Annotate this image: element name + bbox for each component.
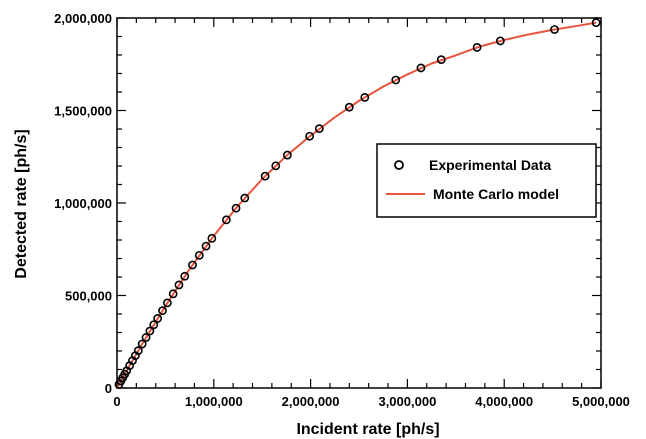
experimental-data-series — [114, 18, 601, 389]
x-tick-label: 3,000,000 — [378, 394, 436, 409]
legend-label-experimental: Experimental Data — [429, 157, 551, 173]
data-point — [149, 320, 159, 330]
data-point — [591, 18, 601, 28]
data-point — [271, 161, 281, 171]
data-point — [344, 102, 354, 112]
x-tick-label: 2,000,000 — [282, 394, 340, 409]
y-tick-label: 1,500,000 — [54, 104, 112, 119]
data-point — [495, 36, 505, 46]
legend: Experimental Data Monte Carlo model — [376, 143, 597, 218]
data-point — [231, 203, 241, 213]
y-tick-label: 500,000 — [65, 289, 112, 304]
data-point — [436, 55, 446, 65]
y-tick-label: 1,000,000 — [54, 196, 112, 211]
data-point — [282, 150, 292, 160]
data-point — [240, 193, 250, 203]
data-point — [158, 306, 167, 316]
legend-marker-experimental — [394, 160, 404, 170]
x-axis-title: Incident rate [ph/s] — [296, 421, 439, 438]
legend-box — [376, 143, 597, 218]
x-tick-label: 4,000,000 — [475, 394, 533, 409]
data-point — [180, 271, 190, 281]
x-tick-label: 0 — [113, 394, 120, 409]
data-point — [145, 326, 155, 336]
data-point — [162, 298, 172, 308]
data-point — [207, 233, 217, 243]
y-axis-title: Detected rate [ph/s] — [13, 129, 30, 278]
data-point — [550, 25, 559, 34]
data-point — [153, 314, 163, 323]
data-point — [174, 280, 184, 290]
x-tick-label: 1,000,000 — [185, 394, 243, 409]
data-point — [416, 63, 426, 73]
data-point — [305, 131, 315, 141]
data-point — [133, 346, 143, 356]
data-point — [168, 289, 178, 299]
data-point — [141, 333, 151, 342]
y-tick-label: 2,000,000 — [54, 11, 112, 26]
data-point — [201, 241, 211, 251]
data-point — [391, 75, 401, 85]
data-point — [137, 339, 147, 349]
x-axis: 0 1,000,000 2,000,000 3,000,000 4,000,000 5,0… — [113, 18, 630, 409]
data-point — [360, 92, 370, 102]
data-point — [221, 215, 231, 225]
data-point — [194, 250, 204, 260]
data-point — [188, 260, 197, 270]
data-point — [314, 124, 324, 134]
y-tick-label: 0 — [105, 381, 112, 396]
legend-label-monte-carlo: Monte Carlo model — [433, 186, 559, 202]
y-axis: 0 500,000 1,000,000 1,500,000 2,000,000 — [54, 11, 601, 396]
data-point — [472, 43, 482, 52]
data-point — [260, 171, 270, 181]
x-tick-label: 5,000,000 — [572, 394, 630, 409]
